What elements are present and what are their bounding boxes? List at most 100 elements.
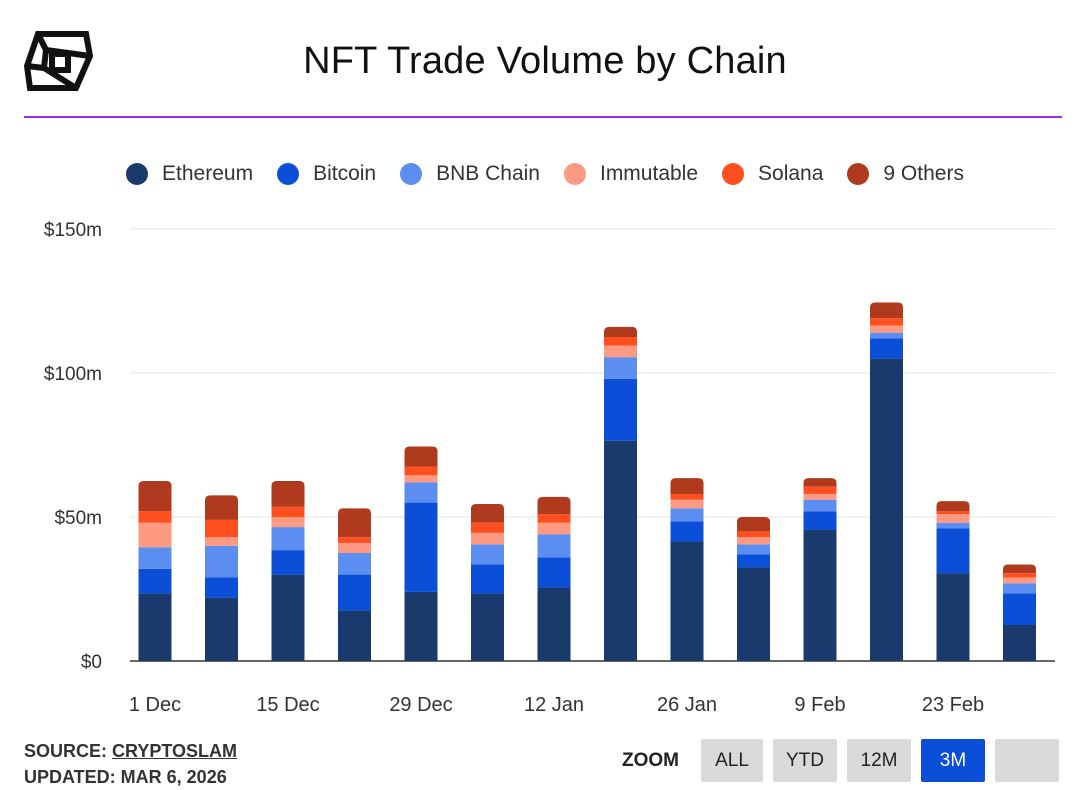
bar-segment-bitcoin (604, 378, 637, 441)
zoom-custom-button[interactable] (995, 739, 1059, 782)
bar-segment-solana (338, 537, 371, 543)
x-tick-label: 26 Jan (657, 694, 717, 716)
bar-segment-bitcoin (803, 511, 837, 530)
source-link[interactable]: CRYPTOSLAM (112, 741, 238, 761)
legend-label: Bitcoin (313, 162, 377, 185)
bar-segment-ethereum (803, 529, 837, 661)
title-divider (24, 116, 1062, 118)
bar-segment-ethereum (537, 587, 571, 661)
stacked-bar-chart: $0 $50m $100m $150m 1 Dec 15 Dec 29 Dec 12 Jan 2… (44, 220, 1055, 716)
bar-segment-bitcoin (870, 338, 903, 359)
legend-label: Solana (758, 162, 824, 185)
bar-segment-immutable (338, 542, 371, 553)
bar-segment-9-others (205, 495, 238, 520)
zoom-ytd-button[interactable]: YTD (773, 739, 837, 782)
legend-swatch (847, 163, 870, 185)
legend-item-9-others[interactable]: 9 Others (847, 162, 964, 186)
bar-segment-bitcoin (1003, 593, 1036, 625)
bar-segment-9-others (936, 501, 970, 512)
bar-segment-ethereum (271, 574, 305, 661)
bar-segment-ethereum (338, 610, 371, 661)
bar-segment-bitcoin (670, 521, 704, 542)
bar-segment-solana (1003, 573, 1036, 578)
bar-segment-immutable (404, 475, 438, 483)
legend-item-solana[interactable]: Solana (722, 162, 823, 186)
bar-segment-bitcoin (936, 528, 970, 574)
legend-item-ethereum[interactable]: Ethereum (126, 162, 253, 186)
bar-segment-ethereum (870, 358, 903, 661)
legend-item-immutable[interactable]: Immutable (563, 162, 699, 186)
bar-segment-bitcoin (338, 574, 371, 611)
bar-segment-bnb-chain (803, 499, 837, 512)
bar-segment-ethereum (138, 593, 172, 661)
bar-segment-9-others (271, 481, 305, 507)
bar-segment-immutable (471, 532, 504, 545)
bar-segment-immutable (803, 493, 837, 500)
legend-label: Immutable (599, 162, 699, 185)
legend-label: Ethereum (162, 162, 254, 185)
bar-segment-bnb-chain (404, 482, 438, 503)
bar-segment-ethereum (1003, 625, 1036, 661)
legend-swatch (563, 163, 586, 185)
x-tick-label: 1 Dec (129, 694, 181, 716)
page-title: NFT Trade Volume by Chain (303, 40, 787, 82)
chart-footer: SOURCE: CRYPTOSLAM UPDATED: MAR 6, 2026 (24, 738, 237, 790)
legend-item-bitcoin[interactable]: Bitcoin (277, 162, 376, 186)
bar-segment-9-others (670, 478, 704, 494)
bar-segment-bnb-chain (338, 553, 371, 575)
bar-segment-bnb-chain (138, 547, 172, 569)
bar-segment-solana (404, 466, 438, 476)
x-tick-label: 15 Dec (256, 694, 319, 716)
bar-segment-9-others (338, 508, 371, 538)
bar-segment-ethereum (670, 541, 704, 661)
source-line: SOURCE: CRYPTOSLAM (24, 738, 237, 764)
bar-segment-9-others (737, 517, 770, 532)
bar-segment-ethereum (205, 597, 238, 661)
bar-segment-bitcoin (138, 568, 172, 594)
y-tick-label: $150m (44, 220, 102, 241)
bar-segment-solana (670, 493, 704, 500)
bar-segment-solana (205, 519, 238, 538)
bar-segment-bnb-chain (936, 522, 970, 529)
x-tick-label: 12 Jan (524, 694, 584, 716)
bar-segment-solana (737, 531, 770, 538)
bar-segment-immutable (537, 522, 571, 535)
legend-item-bnb-chain[interactable]: BNB Chain (400, 162, 540, 186)
bar-segment-ethereum (604, 440, 637, 661)
bar-segment-bnb-chain (271, 527, 305, 551)
bar-segment-solana (604, 337, 637, 346)
bar-segment-solana (803, 486, 837, 494)
bar-segment-9-others (604, 326, 637, 337)
zoom-3m-button[interactable]: 3M (921, 739, 985, 782)
zoom-label: ZOOM (622, 749, 679, 771)
bar-segment-ethereum (404, 591, 438, 661)
bar-segment-immutable (870, 325, 903, 333)
bar-segment-bnb-chain (471, 544, 504, 565)
bar-segment-immutable (737, 537, 770, 545)
bar-segment-immutable (205, 537, 238, 546)
source-prefix: SOURCE: (24, 741, 113, 761)
y-tick-label: $50m (54, 508, 102, 529)
bar-segment-immutable (670, 499, 704, 509)
bar-segment-bitcoin (205, 577, 238, 598)
zoom-12m-button[interactable]: 12M (847, 739, 911, 782)
bar-segment-bnb-chain (537, 534, 571, 558)
bar-segment-ethereum (936, 573, 970, 661)
bar-segment-immutable (138, 522, 172, 548)
bar-segment-solana (537, 514, 571, 523)
updated-line: UPDATED: MAR 6, 2026 (24, 767, 227, 787)
bar-segment-immutable (1003, 577, 1036, 584)
bar-segment-9-others (803, 478, 837, 487)
bar-segment-9-others (471, 504, 504, 523)
zoom-all-button[interactable]: ALL (701, 739, 763, 782)
legend-label: 9 Others (883, 162, 964, 185)
legend-swatch (722, 163, 745, 185)
bar-segment-bnb-chain (670, 508, 704, 522)
bar-segment-solana (870, 318, 903, 326)
bar-segment-ethereum (737, 567, 770, 661)
cube-logo-icon (24, 31, 94, 91)
bar-segment-solana (271, 506, 305, 517)
chart-legend: Ethereum Bitcoin BNB Chain Immutable Solana 9… (0, 162, 1090, 186)
bar-segment-solana (138, 511, 172, 523)
bar-segment-bnb-chain (737, 544, 770, 555)
